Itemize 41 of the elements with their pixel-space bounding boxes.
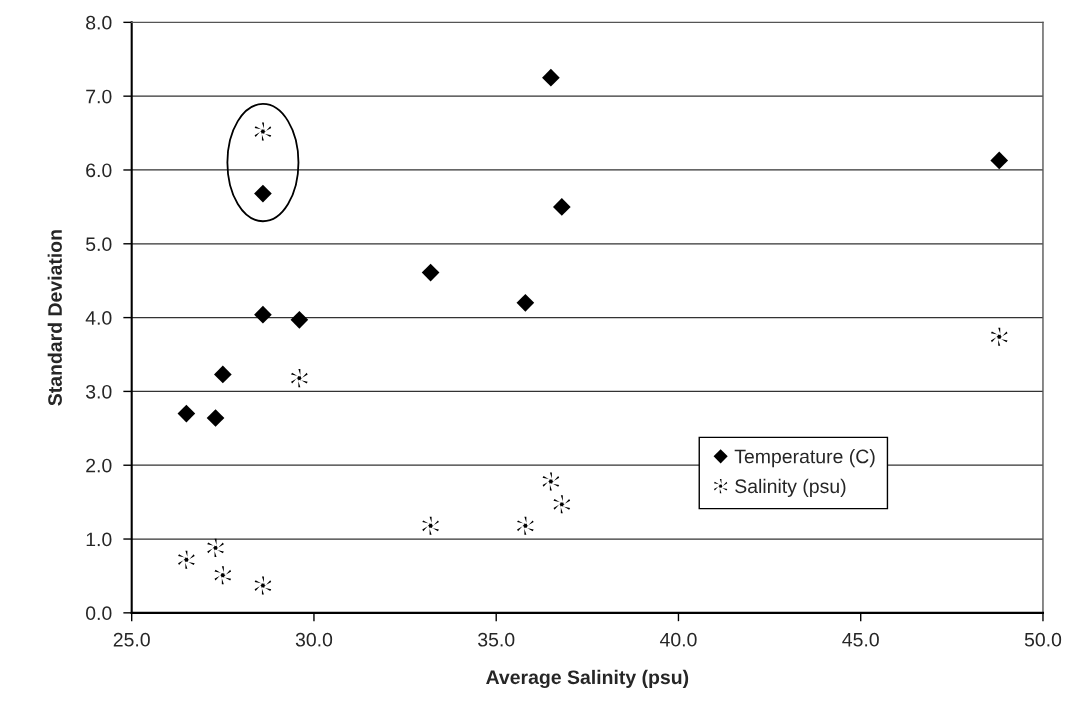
point [254, 184, 272, 203]
point [213, 365, 232, 384]
y-tick-label: 3.0 [85, 384, 112, 399]
point [254, 122, 272, 141]
x-tick-label: 40.0 [659, 632, 697, 647]
y-tick-label: 6.0 [86, 163, 112, 178]
x-tick-label: 50.0 [1024, 632, 1062, 647]
y-tick-label: 1.0 [86, 532, 112, 547]
point [542, 68, 560, 87]
x-tick-label: 30.0 [295, 632, 333, 647]
point [422, 516, 439, 535]
point [990, 327, 1008, 346]
point [178, 550, 195, 569]
y-tick-label: 2.0 [86, 458, 112, 473]
point [207, 538, 224, 557]
legend-label: Salinity (psu) [735, 478, 846, 497]
point [552, 198, 571, 216]
point [516, 294, 535, 312]
point [254, 576, 272, 595]
point [517, 516, 534, 535]
y-tick-label: 7.0 [86, 89, 112, 104]
point [254, 305, 272, 324]
y-tick-label: 5.0 [86, 237, 112, 252]
point [553, 495, 571, 514]
point [421, 263, 440, 282]
point [206, 409, 225, 427]
point [542, 472, 560, 491]
y-tick-label: 0.0 [85, 606, 112, 621]
y-tick-label: 4.0 [85, 311, 112, 325]
y-axis-title: Standard Deviation [47, 230, 62, 406]
point [290, 310, 309, 329]
x-tick-label: 25.0 [113, 632, 150, 647]
legend-label: Temperature (C) [734, 449, 875, 468]
x-tick-label: 45.0 [842, 632, 879, 647]
point [291, 369, 308, 388]
y-tick-label: 8.0 [86, 15, 112, 30]
point [177, 404, 196, 423]
point [214, 566, 232, 585]
point [990, 151, 1009, 170]
x-axis-title: Average Salinity (psu) [486, 669, 689, 689]
x-tick-label: 35.0 [478, 632, 515, 647]
